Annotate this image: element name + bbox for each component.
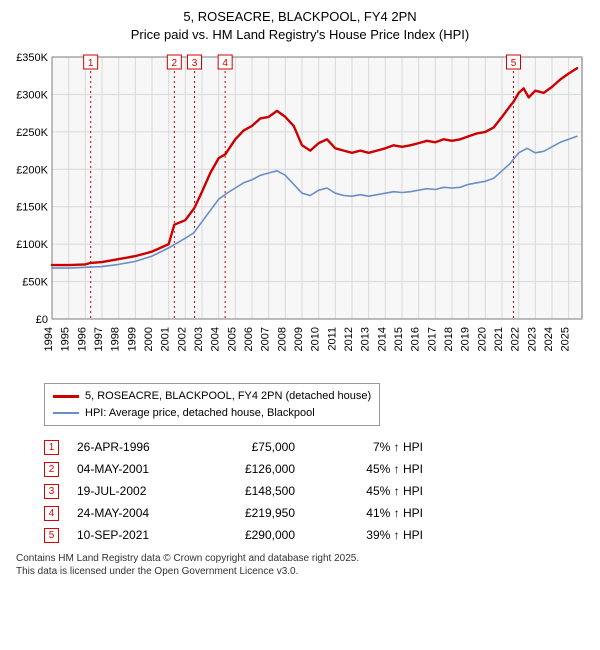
svg-text:2009: 2009 [293,327,305,351]
svg-text:2014: 2014 [376,327,388,351]
svg-text:1994: 1994 [43,327,55,351]
row-marker: 5 [44,528,59,543]
svg-text:2008: 2008 [276,327,288,351]
svg-text:£150K: £150K [16,202,48,214]
svg-text:2018: 2018 [443,327,455,351]
svg-text:2007: 2007 [260,327,272,351]
svg-text:5: 5 [511,58,517,69]
svg-text:£300K: £300K [16,90,48,102]
chart-container: 5, ROSEACRE, BLACKPOOL, FY4 2PN Price pa… [0,0,600,584]
svg-text:2023: 2023 [526,327,538,351]
svg-text:2003: 2003 [193,327,205,351]
svg-text:4: 4 [222,58,228,69]
row-marker: 1 [44,440,59,455]
svg-text:2013: 2013 [360,327,372,351]
legend-label-hpi: HPI: Average price, detached house, Blac… [85,405,315,422]
footer-line-1: Contains HM Land Registry data © Crown c… [16,552,590,565]
table-row: 1 26-APR-1996 £75,000 7% ↑ HPI [44,436,590,458]
row-pct: 7% ↑ HPI [313,440,423,454]
row-date: 24-MAY-2004 [77,506,197,520]
svg-text:£250K: £250K [16,127,48,139]
svg-text:2024: 2024 [543,327,555,351]
title-block: 5, ROSEACRE, BLACKPOOL, FY4 2PN Price pa… [10,8,590,43]
row-pct: 41% ↑ HPI [313,506,423,520]
row-price: £148,500 [215,484,295,498]
svg-text:2015: 2015 [393,327,405,351]
svg-text:2012: 2012 [343,327,355,351]
legend-label-subject: 5, ROSEACRE, BLACKPOOL, FY4 2PN (detache… [85,388,371,405]
svg-text:1996: 1996 [76,327,88,351]
svg-text:2011: 2011 [326,327,338,351]
row-price: £126,000 [215,462,295,476]
row-date: 26-APR-1996 [77,440,197,454]
svg-text:2001: 2001 [160,327,172,351]
svg-text:2010: 2010 [310,327,322,351]
row-marker: 3 [44,484,59,499]
svg-text:1998: 1998 [110,327,122,351]
table-row: 2 04-MAY-2001 £126,000 45% ↑ HPI [44,458,590,480]
svg-text:3: 3 [192,58,198,69]
table-row: 4 24-MAY-2004 £219,950 41% ↑ HPI [44,502,590,524]
row-price: £290,000 [215,528,295,542]
row-date: 10-SEP-2021 [77,528,197,542]
title-line-1: 5, ROSEACRE, BLACKPOOL, FY4 2PN [10,8,590,26]
svg-text:1: 1 [88,58,94,69]
row-marker: 2 [44,462,59,477]
svg-text:2006: 2006 [243,327,255,351]
svg-text:2021: 2021 [493,327,505,351]
legend: 5, ROSEACRE, BLACKPOOL, FY4 2PN (detache… [44,383,380,426]
legend-swatch-hpi [53,412,79,414]
svg-text:2020: 2020 [476,327,488,351]
footer-line-2: This data is licensed under the Open Gov… [16,565,590,578]
row-pct: 45% ↑ HPI [313,484,423,498]
title-line-2: Price paid vs. HM Land Registry's House … [10,26,590,44]
svg-text:£200K: £200K [16,164,48,176]
svg-text:2022: 2022 [510,327,522,351]
svg-text:2: 2 [172,58,178,69]
legend-item-hpi: HPI: Average price, detached house, Blac… [53,405,371,422]
svg-text:2017: 2017 [426,327,438,351]
chart-svg: £0 £50K £100K £150K £200K £250K £300K £350K 1994… [10,47,590,377]
row-date: 04-MAY-2001 [77,462,197,476]
svg-text:£0: £0 [36,314,48,326]
svg-text:£50K: £50K [22,277,48,289]
row-pct: 39% ↑ HPI [313,528,423,542]
svg-text:1997: 1997 [93,327,105,351]
legend-swatch-subject [53,395,79,398]
footer: Contains HM Land Registry data © Crown c… [16,552,590,578]
sales-table: 1 26-APR-1996 £75,000 7% ↑ HPI 2 04-MAY-2001 £… [44,436,590,546]
svg-text:2000: 2000 [143,327,155,351]
row-pct: 45% ↑ HPI [313,462,423,476]
row-date: 19-JUL-2002 [77,484,197,498]
svg-text:2005: 2005 [226,327,238,351]
row-marker: 4 [44,506,59,521]
legend-item-subject: 5, ROSEACRE, BLACKPOOL, FY4 2PN (detache… [53,388,371,405]
svg-text:2004: 2004 [210,327,222,351]
row-price: £75,000 [215,440,295,454]
svg-text:£100K: £100K [16,239,48,251]
row-price: £219,950 [215,506,295,520]
svg-text:2025: 2025 [560,327,572,351]
svg-text:1995: 1995 [60,327,72,351]
svg-text:£350K: £350K [16,52,48,64]
svg-text:1999: 1999 [126,327,138,351]
svg-text:2002: 2002 [176,327,188,351]
table-row: 5 10-SEP-2021 £290,000 39% ↑ HPI [44,524,590,546]
svg-text:2019: 2019 [460,327,472,351]
chart: £0 £50K £100K £150K £200K £250K £300K £350K 1994… [10,47,590,377]
table-row: 3 19-JUL-2002 £148,500 45% ↑ HPI [44,480,590,502]
svg-text:2016: 2016 [410,327,422,351]
